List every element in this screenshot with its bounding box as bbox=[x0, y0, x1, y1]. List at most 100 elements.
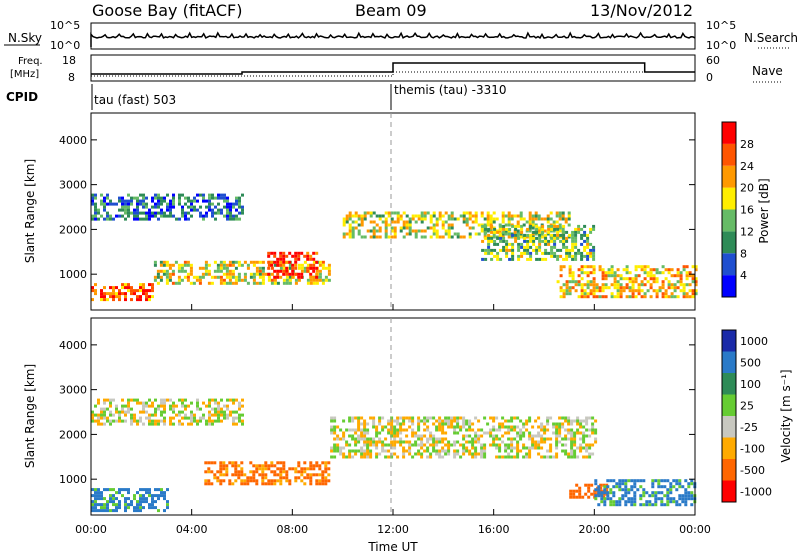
echo-cell-1277 bbox=[583, 239, 587, 243]
echo-cell-543 bbox=[321, 470, 325, 474]
echo-cell-498 bbox=[288, 467, 292, 471]
echo-cell-1435 bbox=[684, 488, 688, 492]
echo-cell-805 bbox=[423, 235, 427, 239]
echo-cell-140 bbox=[133, 196, 136, 200]
echo-cell-458 bbox=[237, 275, 241, 279]
echo-cell-1476 bbox=[640, 289, 644, 293]
echo-cell-12 bbox=[97, 422, 100, 426]
echo-cell-838 bbox=[447, 214, 451, 218]
echo-cell-679 bbox=[375, 431, 379, 435]
echo-cell-481 bbox=[276, 479, 280, 483]
echo-cell-1194 bbox=[579, 422, 583, 426]
echo-cell-43 bbox=[130, 289, 133, 293]
echo-cell-1484 bbox=[643, 295, 647, 299]
echo-cell-419 bbox=[237, 470, 241, 474]
echo-cell-695 bbox=[354, 214, 358, 218]
echo-cell-1390 bbox=[657, 491, 661, 495]
echo-cell-1513 bbox=[661, 271, 665, 275]
echo-cell-1508 bbox=[655, 295, 659, 299]
echo-cell-1500 bbox=[652, 280, 656, 284]
echo-cell-96 bbox=[103, 205, 106, 209]
echo-cell-1214 bbox=[585, 443, 589, 447]
echo-cell-851 bbox=[453, 217, 457, 221]
echo-cell-413 bbox=[234, 464, 238, 468]
echo-cell-1052 bbox=[519, 449, 523, 453]
echo-cell-1398 bbox=[604, 277, 608, 281]
echo-cell-198 bbox=[160, 214, 163, 218]
echo-cell-430 bbox=[243, 482, 247, 486]
echo-cell-1368 bbox=[589, 292, 593, 296]
echo-cell-1397 bbox=[604, 274, 608, 278]
echo-cell-1259 bbox=[574, 251, 578, 255]
ytick-label-0: 1000 bbox=[59, 268, 87, 281]
echo-cell-881 bbox=[450, 422, 454, 426]
echo-cell-1244 bbox=[575, 489, 579, 493]
echo-cell-735 bbox=[381, 220, 385, 224]
echo-cell-969 bbox=[528, 217, 532, 221]
echo-cell-809 bbox=[423, 449, 427, 453]
cpid-segment-2: themis (tau) -3310 bbox=[394, 83, 507, 97]
echo-cell-717 bbox=[369, 229, 373, 233]
echo-cell-127 bbox=[124, 211, 127, 215]
echo-cell-1270 bbox=[580, 242, 584, 246]
echo-cell-602 bbox=[348, 434, 352, 438]
echo-cell-1280 bbox=[594, 494, 598, 498]
echo-cell-539 bbox=[297, 266, 301, 270]
echo-cell-831 bbox=[441, 223, 445, 227]
echo-cell-711 bbox=[363, 235, 367, 239]
echo-cell-1363 bbox=[589, 265, 593, 269]
echo-cell-831 bbox=[432, 443, 436, 447]
echo-cell-591 bbox=[270, 251, 274, 255]
echo-cell-136 bbox=[175, 404, 178, 408]
echo-cell-648 bbox=[363, 440, 367, 444]
echo-cell-853 bbox=[456, 217, 460, 221]
echo-cell-1148 bbox=[561, 449, 565, 453]
echo-cell-433 bbox=[225, 269, 229, 273]
echo-cell-788 bbox=[414, 220, 418, 224]
echo-cell-585 bbox=[327, 278, 331, 282]
echo-cell-850 bbox=[450, 235, 454, 239]
echo-cell-1102 bbox=[508, 242, 512, 246]
echo-cell-1227 bbox=[591, 425, 595, 429]
echo-cell-173 bbox=[199, 416, 202, 420]
echo-cell-1084 bbox=[534, 443, 538, 447]
echo-cell-594 bbox=[342, 455, 346, 459]
echo-cell-1338 bbox=[627, 479, 631, 483]
echo-cell-667 bbox=[315, 260, 319, 264]
echo-cell-216 bbox=[226, 398, 229, 402]
nave-tick-top: 60 bbox=[706, 54, 720, 67]
echo-cell-1352 bbox=[583, 289, 587, 293]
echo-cell-1345 bbox=[580, 286, 584, 290]
echo-cell-673 bbox=[342, 223, 346, 227]
echo-cell-401 bbox=[225, 464, 229, 468]
echo-cell-139 bbox=[178, 410, 181, 414]
echo-cell-956 bbox=[519, 211, 523, 215]
echo-cell-1502 bbox=[655, 268, 659, 272]
echo-cell-214 bbox=[223, 413, 226, 417]
echo-cell-1067 bbox=[528, 419, 532, 423]
echo-cell-189 bbox=[211, 398, 214, 402]
echo-cell-766 bbox=[408, 425, 412, 429]
echo-cell-710 bbox=[363, 217, 367, 221]
echo-cell-148 bbox=[181, 422, 184, 426]
colorbar-swatch-7 bbox=[722, 122, 736, 144]
echo-cell-1407 bbox=[610, 268, 614, 272]
echo-cell-1307 bbox=[609, 503, 613, 507]
echo-cell-1247 bbox=[571, 242, 575, 246]
echo-cell-902 bbox=[489, 217, 493, 221]
echo-cell-109 bbox=[112, 202, 115, 206]
echo-cell-611 bbox=[351, 437, 355, 441]
echo-cell-935 bbox=[471, 440, 475, 444]
echo-cell-352 bbox=[165, 278, 169, 282]
echo-cell-636 bbox=[294, 260, 298, 264]
echo-cell-13 bbox=[100, 407, 103, 411]
echo-cell-1221 bbox=[559, 248, 563, 252]
echo-cell-442 bbox=[252, 479, 256, 483]
colorbar-swatch-3 bbox=[722, 209, 736, 232]
echo-cell-120 bbox=[163, 416, 166, 420]
echo-cell-895 bbox=[456, 419, 460, 423]
echo-cell-1379 bbox=[595, 283, 599, 287]
echo-cell-910 bbox=[492, 220, 496, 224]
echo-cell-1181 bbox=[544, 236, 548, 240]
echo-cell-476 bbox=[273, 479, 277, 483]
